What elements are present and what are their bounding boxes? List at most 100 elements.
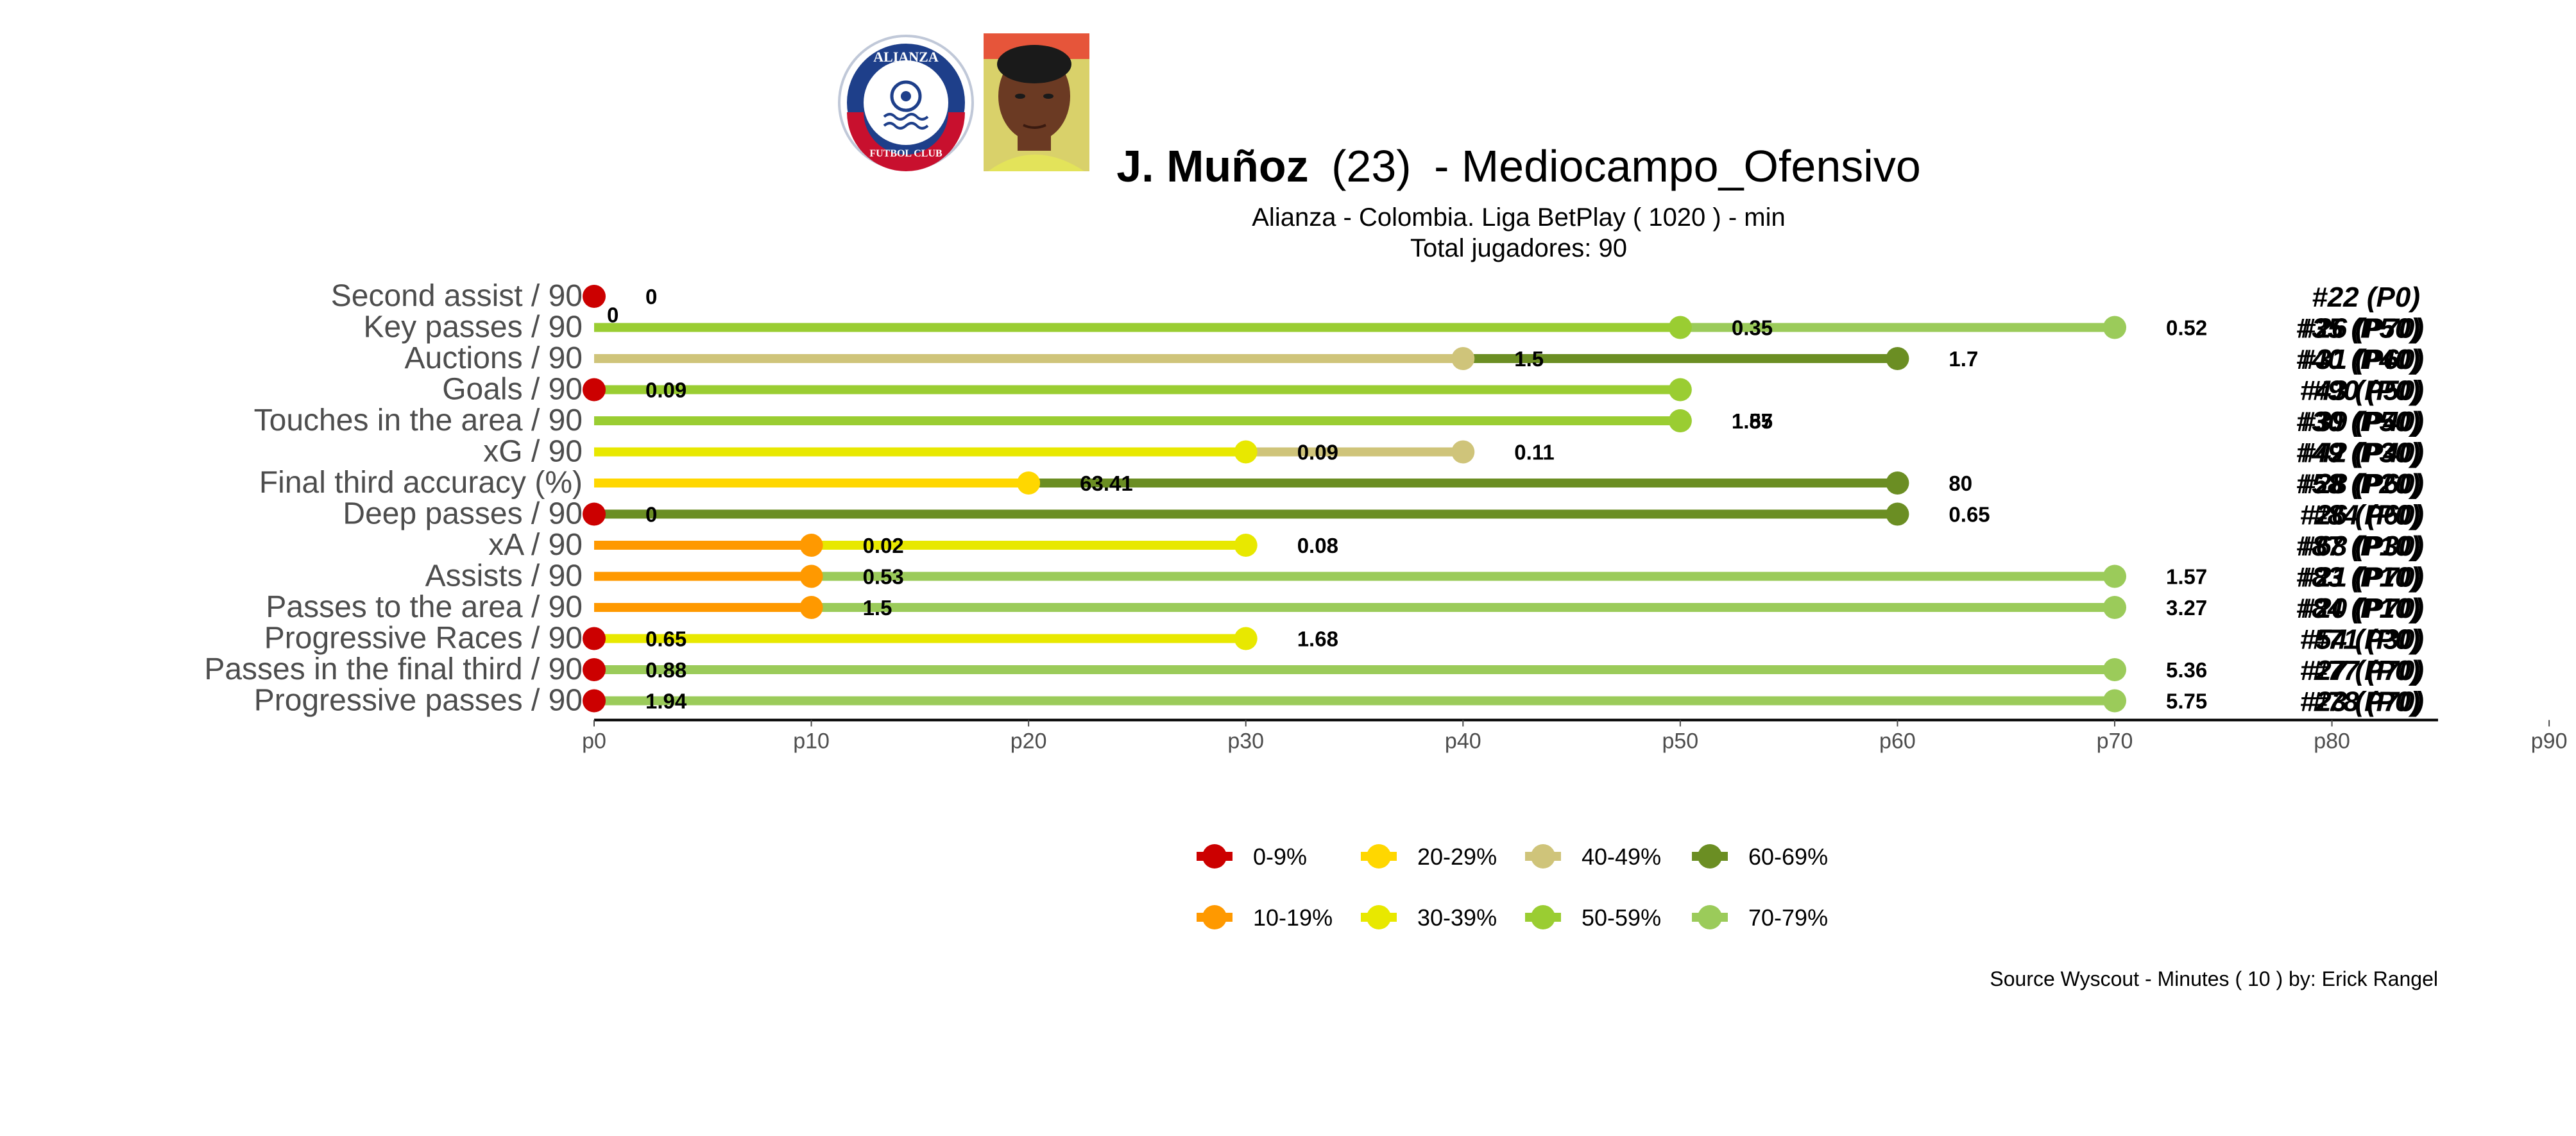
x-tick-label: p30 <box>1227 729 1264 754</box>
player-photo-icon <box>984 33 1089 171</box>
point-secondary <box>583 285 606 308</box>
rank-label-primary: #68 (P30) <box>2300 530 2424 562</box>
legend-label: 60-69% <box>1748 844 1828 870</box>
rank-label-secondary: #40 (P40) <box>2296 344 2420 375</box>
value-label-secondary: 0.65 <box>645 627 687 651</box>
category-label: Auctions / 90 <box>405 341 583 375</box>
point-secondary <box>1668 409 1692 432</box>
value-label-primary: 1.68 <box>1297 627 1338 651</box>
value-label-secondary: 0.53 <box>863 565 904 589</box>
rank-label-secondary: #84 (P10) <box>2296 593 2420 624</box>
rank-label-secondary: #90 (P0) <box>2312 375 2420 407</box>
rank-label-primary: #23 (P70) <box>2300 686 2424 718</box>
subtitle-line-1: Alianza - Colombia. Liga BetPlay ( 1020 … <box>1252 203 1785 232</box>
crest-text-top: ALIANZA <box>873 49 939 65</box>
rank-label-secondary: #49 (P30) <box>2296 437 2420 469</box>
legend-swatch-dot <box>1202 844 1227 869</box>
value-label-primary: 0.65 <box>1949 503 1990 527</box>
value-label-primary: 1.57 <box>2166 565 2207 589</box>
rank-label-secondary: #77 (P0) <box>2312 655 2420 686</box>
rank-label-secondary: #71 (P0) <box>2312 624 2420 656</box>
player-name: J. Muñoz <box>1116 141 1308 191</box>
point-secondary <box>583 378 606 402</box>
legend-swatch-dot <box>1202 905 1227 929</box>
category-label: Assists / 90 <box>425 559 583 593</box>
x-tick-label: p60 <box>1879 729 1916 754</box>
rank-label-primary: #26 (P70) <box>2300 313 2424 344</box>
value-label-secondary: 1.94 <box>645 690 687 713</box>
legend-swatch-dot <box>1367 844 1391 869</box>
point-secondary <box>1668 316 1692 339</box>
value-label-secondary: 1.5 <box>1514 347 1544 371</box>
category-label: Second assist / 90 <box>331 279 583 313</box>
rank-label-primary: #39 (P40) <box>2300 406 2424 437</box>
point-secondary <box>583 502 606 526</box>
category-label: xG / 90 <box>483 435 583 469</box>
rank-label-primary: #26 (P60) <box>2300 500 2424 531</box>
point-primary <box>1886 347 1909 370</box>
rank-label-primary: #21 (P70) <box>2300 562 2424 593</box>
point-primary <box>1886 502 1909 526</box>
rank-label-primary: #43 (P50) <box>2300 375 2424 407</box>
value-label-secondary: 0.35 <box>1732 316 1773 340</box>
value-label-primary: 80 <box>1949 471 1972 495</box>
point-primary <box>1886 471 1909 495</box>
source-caption: Source Wyscout - Minutes ( 10 ) by: Eric… <box>1990 967 2438 990</box>
point-secondary <box>583 689 606 713</box>
rank-label-primary: #54 (P30) <box>2300 624 2424 656</box>
point-secondary <box>799 596 823 619</box>
value-label-primary: 3.27 <box>2166 596 2207 620</box>
point-secondary <box>799 564 823 588</box>
category-label: Goals / 90 <box>442 373 583 407</box>
legend-swatch-dot <box>1531 905 1555 929</box>
category-label: Key passes / 90 <box>363 310 583 344</box>
value-label-extra: 0 <box>607 303 618 327</box>
page-title: J. Muñoz (23) - Mediocampo_Ofensivo <box>1116 141 1921 191</box>
rank-label-primary: #27 (P70) <box>2300 655 2424 686</box>
value-label-secondary: 0.09 <box>645 378 687 402</box>
value-label-secondary: 1.57 <box>1732 409 1773 433</box>
rank-label-secondary: #87 (P10) <box>2296 530 2420 562</box>
rank-label-secondary: #22 (P0) <box>2312 282 2420 313</box>
point-primary <box>2103 658 2126 681</box>
legend-swatch-dot <box>1698 844 1722 869</box>
point-primary <box>1234 627 1258 650</box>
crest-text-bottom: FUTBOL CLUB <box>869 148 943 159</box>
player-age: (23) <box>1331 141 1411 191</box>
point-primary <box>2103 316 2126 339</box>
point-primary <box>1668 378 1692 402</box>
legend-swatch-dot <box>1698 905 1722 929</box>
value-label-primary: 5.36 <box>2166 658 2207 682</box>
rank-label-secondary: #83 (P10) <box>2296 562 2420 593</box>
x-tick-label: p10 <box>793 729 830 754</box>
x-tick-label: p50 <box>1662 729 1698 754</box>
club-crest-icon: ALIANZA FUTBOL CLUB <box>838 35 974 171</box>
value-label-secondary: 0.02 <box>863 534 904 557</box>
value-label-primary: 0.11 <box>1514 441 1554 464</box>
category-label: xA / 90 <box>488 528 583 562</box>
category-label: Passes in the final third / 90 <box>204 652 583 686</box>
legend-label: 0-9% <box>1253 844 1307 870</box>
value-label-secondary: 0.09 <box>1297 441 1338 464</box>
point-secondary <box>799 534 823 557</box>
legend: 0-9% 20-29% 40-49% 60-69% 10-19% 30-39% 50-59%… <box>1197 844 1828 931</box>
rank-label-secondary: #78 (P0) <box>2312 686 2420 718</box>
x-tick-label: p80 <box>2314 729 2350 754</box>
category-label: Passes to the area / 90 <box>266 590 583 624</box>
value-label-primary: 1.7 <box>1949 347 1978 371</box>
point-secondary <box>1234 440 1258 464</box>
value-label-primary: 0.08 <box>1297 534 1338 557</box>
rank-label-primary: #31 (P60) <box>2300 344 2424 375</box>
category-label: Progressive Races / 90 <box>264 622 583 656</box>
category-label: Progressive passes / 90 <box>254 684 583 718</box>
legend-label: 30-39% <box>1417 904 1497 931</box>
plot-area: Second assist / 90 0 #22 (P0) Key passes / … <box>204 279 2424 718</box>
rank-label-primary: #28 (P60) <box>2300 468 2424 500</box>
legend-label: 10-19% <box>1253 904 1333 931</box>
point-primary <box>1234 534 1258 557</box>
rank-label-primary: #20 (P70) <box>2300 593 2424 624</box>
player-position: - Mediocampo_Ofensivo <box>1434 141 1921 191</box>
legend-label: 70-79% <box>1748 904 1828 931</box>
legend-label: 50-59% <box>1582 904 1661 931</box>
legend-swatch-dot <box>1367 905 1391 929</box>
